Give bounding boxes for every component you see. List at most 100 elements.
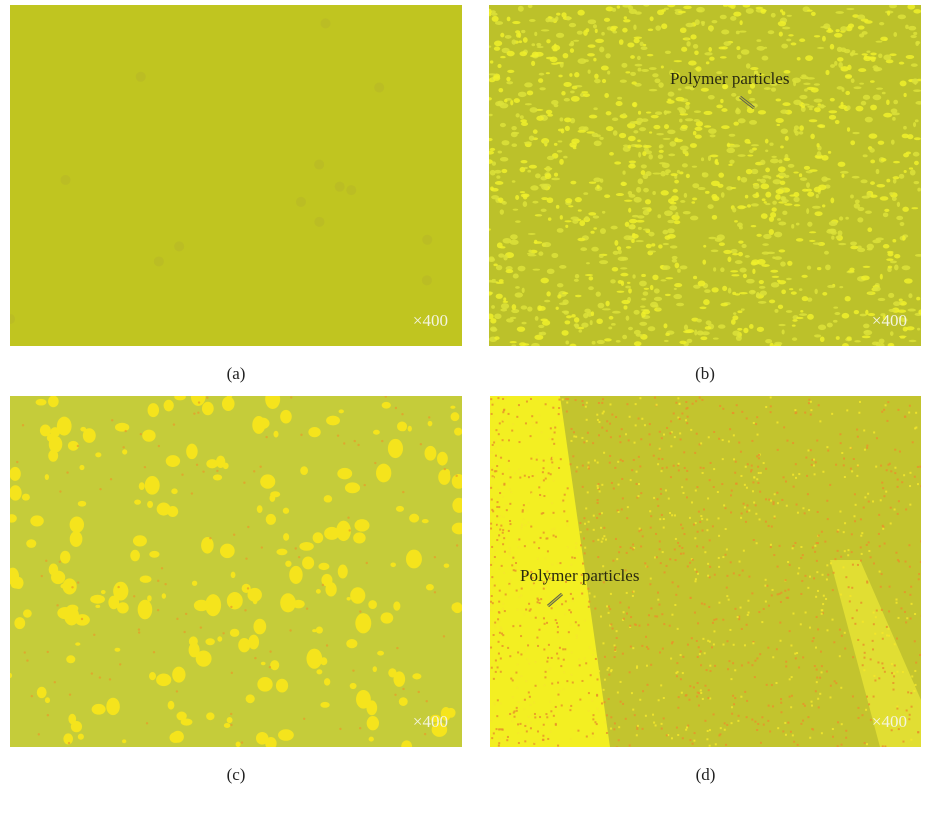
speck	[572, 600, 574, 602]
speck	[726, 575, 728, 577]
speck	[532, 475, 534, 477]
particle	[547, 197, 554, 203]
speck	[583, 537, 585, 539]
micrograph	[6, 386, 466, 752]
particle	[785, 136, 789, 141]
particle	[502, 140, 510, 145]
speck	[765, 600, 767, 602]
speck	[909, 714, 911, 716]
particle	[749, 324, 754, 329]
speck	[534, 475, 536, 477]
speck	[588, 692, 590, 694]
speck	[695, 522, 697, 524]
particle	[765, 192, 771, 198]
speck	[495, 659, 497, 661]
speck	[556, 653, 558, 655]
speck	[792, 613, 794, 615]
speck	[835, 682, 837, 684]
speck	[882, 528, 884, 530]
particle	[842, 313, 850, 319]
particle	[66, 655, 75, 663]
speck	[853, 515, 855, 517]
speck	[631, 469, 633, 471]
speck	[715, 743, 717, 745]
speck	[722, 556, 724, 558]
speck	[829, 696, 831, 698]
speck	[543, 479, 545, 481]
speck	[444, 468, 446, 470]
speck	[663, 518, 665, 520]
speck	[659, 431, 661, 433]
speck	[385, 395, 387, 397]
particle	[202, 402, 214, 416]
speck	[662, 551, 664, 553]
speck	[732, 412, 734, 414]
speck	[700, 467, 702, 469]
speck	[697, 682, 699, 684]
speck	[586, 419, 588, 421]
particle	[555, 16, 558, 21]
speck	[530, 398, 532, 400]
particle	[220, 544, 235, 559]
speck	[538, 547, 540, 549]
speck	[545, 713, 547, 715]
particle	[902, 235, 905, 240]
speck	[510, 678, 512, 680]
speck	[592, 654, 594, 656]
speck	[841, 744, 843, 746]
speck	[497, 618, 499, 620]
particle	[910, 169, 916, 175]
speck	[502, 603, 504, 605]
speck	[808, 402, 810, 404]
particle	[326, 416, 340, 426]
speck	[509, 547, 511, 549]
magnification: ×400	[872, 311, 907, 330]
speck	[443, 635, 445, 637]
speck	[517, 701, 519, 703]
particle	[70, 516, 84, 532]
speck	[768, 525, 770, 527]
speck	[582, 465, 584, 467]
speck	[490, 647, 492, 649]
particle	[809, 108, 813, 111]
particle	[604, 338, 612, 341]
speck	[761, 716, 763, 718]
particle	[562, 330, 569, 336]
speck	[521, 472, 523, 474]
particle	[772, 256, 775, 259]
particle	[697, 9, 702, 12]
particle	[887, 11, 890, 16]
speck	[176, 618, 178, 620]
speck	[558, 399, 560, 401]
speck	[883, 409, 885, 411]
particle	[818, 103, 821, 105]
speck	[704, 551, 706, 553]
speck	[516, 416, 518, 418]
particle	[694, 119, 700, 122]
speck	[709, 479, 711, 481]
particle	[629, 194, 636, 198]
speck	[572, 598, 574, 600]
image-background	[10, 5, 462, 346]
particle	[14, 617, 25, 629]
speck	[585, 507, 587, 509]
particle	[626, 246, 631, 249]
speck	[630, 547, 632, 549]
speck	[761, 621, 763, 623]
particle	[487, 138, 493, 141]
speck	[638, 625, 640, 627]
particle	[488, 73, 495, 75]
particle	[628, 164, 636, 169]
speck	[700, 515, 702, 517]
speck	[502, 496, 504, 498]
speck	[502, 527, 504, 529]
speck	[601, 484, 603, 486]
particle	[266, 514, 276, 525]
particle	[784, 203, 792, 206]
particle	[26, 539, 36, 548]
particle	[886, 179, 890, 183]
speck	[645, 715, 647, 717]
speck	[543, 648, 545, 650]
particle	[888, 293, 894, 298]
particle	[630, 72, 636, 76]
